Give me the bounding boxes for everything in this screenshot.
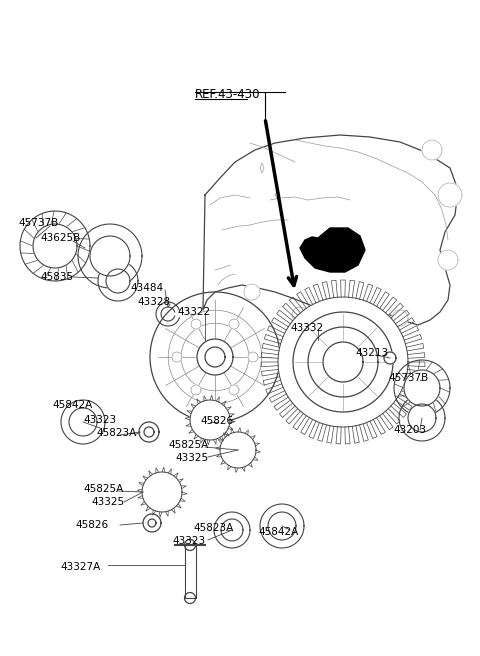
Polygon shape	[33, 224, 77, 268]
Polygon shape	[220, 432, 256, 468]
Polygon shape	[342, 314, 358, 330]
Polygon shape	[292, 307, 308, 323]
Polygon shape	[205, 347, 225, 367]
Polygon shape	[197, 339, 233, 375]
Text: REF.43-430: REF.43-430	[195, 88, 261, 101]
Text: 43203: 43203	[393, 425, 426, 435]
Polygon shape	[144, 427, 154, 437]
Text: 43332: 43332	[290, 323, 323, 333]
Polygon shape	[394, 360, 450, 416]
Polygon shape	[185, 545, 196, 598]
Polygon shape	[229, 385, 239, 395]
Polygon shape	[191, 319, 201, 329]
Polygon shape	[278, 297, 408, 427]
Polygon shape	[323, 342, 363, 382]
Text: 43328: 43328	[137, 297, 170, 307]
Text: 43323: 43323	[172, 536, 205, 546]
Polygon shape	[191, 385, 201, 395]
Polygon shape	[190, 400, 230, 440]
Polygon shape	[150, 292, 280, 422]
Polygon shape	[268, 512, 296, 540]
Text: 43325: 43325	[91, 497, 124, 507]
Polygon shape	[143, 514, 161, 532]
Polygon shape	[438, 250, 458, 270]
Polygon shape	[244, 284, 260, 300]
Polygon shape	[90, 236, 130, 276]
Polygon shape	[61, 400, 105, 444]
Text: 45835: 45835	[40, 272, 73, 282]
Text: 45842A: 45842A	[258, 527, 298, 537]
Polygon shape	[106, 269, 130, 293]
Text: 45825A: 45825A	[168, 440, 208, 450]
Polygon shape	[248, 352, 258, 362]
Polygon shape	[139, 422, 159, 442]
Text: 43213: 43213	[355, 348, 388, 358]
Polygon shape	[148, 519, 156, 527]
Polygon shape	[293, 312, 393, 412]
Text: 43327A: 43327A	[60, 562, 100, 572]
Text: 45823A: 45823A	[193, 523, 233, 533]
Text: 43325: 43325	[175, 453, 208, 463]
Polygon shape	[392, 310, 408, 326]
Polygon shape	[408, 404, 436, 432]
Polygon shape	[142, 472, 182, 512]
Text: 45842A: 45842A	[52, 400, 92, 410]
Polygon shape	[214, 512, 250, 548]
Polygon shape	[184, 592, 195, 604]
Text: 45825A: 45825A	[83, 484, 123, 494]
Polygon shape	[221, 519, 243, 541]
Polygon shape	[308, 327, 378, 397]
Polygon shape	[20, 211, 90, 281]
Polygon shape	[78, 224, 142, 288]
Polygon shape	[384, 352, 396, 364]
Polygon shape	[422, 140, 442, 160]
Text: 45823A: 45823A	[96, 428, 136, 438]
Polygon shape	[260, 504, 304, 548]
Polygon shape	[98, 261, 138, 301]
Text: 43322: 43322	[177, 307, 210, 317]
Polygon shape	[203, 135, 458, 325]
Text: 43323: 43323	[83, 415, 116, 425]
Text: 45737B: 45737B	[388, 373, 428, 383]
Text: 43625B: 43625B	[40, 233, 80, 243]
Text: 45826: 45826	[200, 416, 233, 426]
Text: 45826: 45826	[75, 520, 108, 530]
Polygon shape	[404, 370, 440, 406]
Polygon shape	[69, 408, 97, 436]
Polygon shape	[172, 352, 182, 362]
Polygon shape	[438, 183, 462, 207]
Polygon shape	[184, 539, 195, 550]
Polygon shape	[229, 319, 239, 329]
Polygon shape	[300, 228, 365, 272]
Text: 43484: 43484	[130, 283, 163, 293]
Text: 45737B: 45737B	[18, 218, 58, 228]
Polygon shape	[399, 395, 445, 441]
